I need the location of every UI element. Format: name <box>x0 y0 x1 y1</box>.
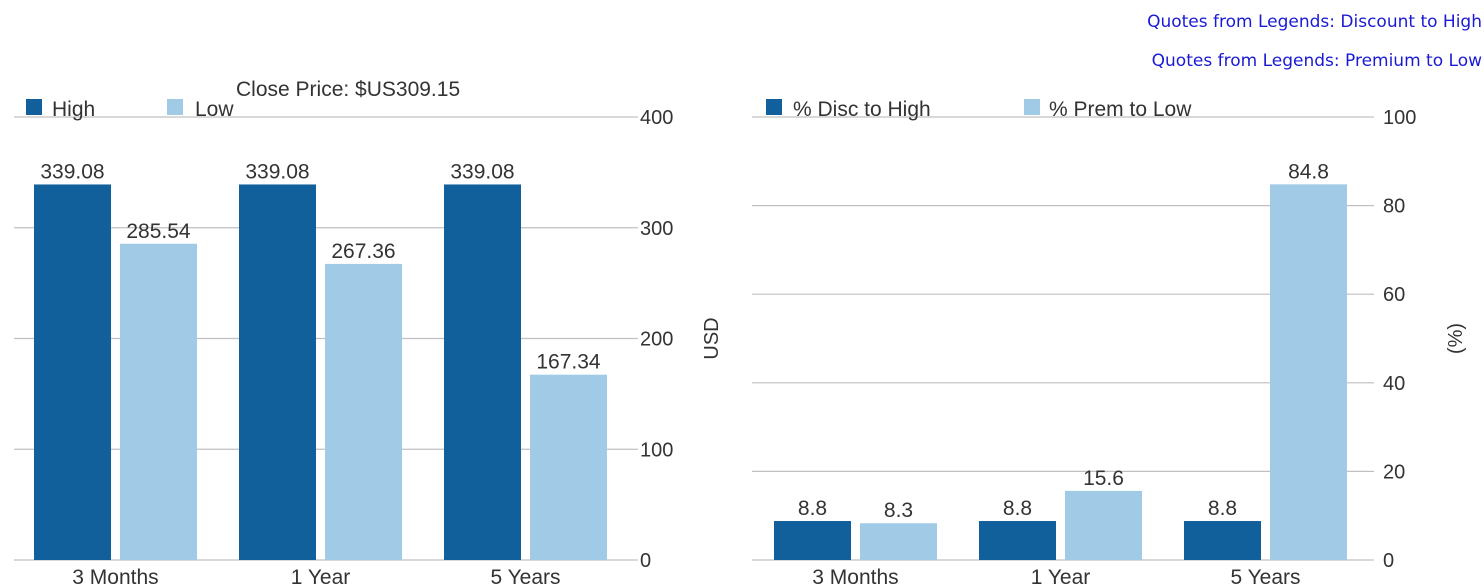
data-label: 339.08 <box>450 160 514 183</box>
bar-second-series <box>1065 490 1142 560</box>
bar-second-series <box>120 243 197 560</box>
data-label: 339.08 <box>245 160 309 183</box>
legend-swatch <box>167 99 183 115</box>
x-tick-label: 1 Year <box>1031 566 1091 587</box>
data-label: 267.36 <box>331 240 395 263</box>
x-tick-label: 3 Months <box>812 566 898 587</box>
x-tick-label: 5 Years <box>1230 566 1300 587</box>
x-tick-label: 3 Months <box>72 566 158 587</box>
x-tick-label: 1 Year <box>291 566 351 587</box>
data-label: 84.8 <box>1288 160 1329 183</box>
y-tick-label: 100 <box>1383 107 1416 129</box>
x-tick-label: 5 Years <box>490 566 560 587</box>
chart-title: Close Price: $US309.15 <box>236 78 460 101</box>
y-axis-label: (%) <box>1445 323 1467 354</box>
data-label: 8.3 <box>884 499 913 522</box>
bar-second-series <box>860 523 937 560</box>
bar-second-series <box>1270 184 1347 560</box>
y-tick-label: 20 <box>1383 461 1405 483</box>
legend-label: Low <box>195 98 234 121</box>
legend-swatch <box>1024 99 1040 115</box>
data-label: 8.8 <box>1003 497 1032 520</box>
bar-first-series <box>979 521 1056 560</box>
y-tick-label: 0 <box>1383 550 1394 572</box>
y-tick-label: 80 <box>1383 196 1405 218</box>
bar-first-series <box>34 184 111 560</box>
y-tick-label: 100 <box>640 439 673 461</box>
bar-first-series <box>444 184 521 560</box>
legend-label: High <box>52 98 95 121</box>
data-label: 15.6 <box>1083 467 1124 490</box>
legend-swatch <box>766 99 782 115</box>
data-label: 8.8 <box>1208 497 1237 520</box>
bar-second-series <box>325 263 402 560</box>
data-label: 8.8 <box>798 497 827 520</box>
y-tick-label: 60 <box>1383 284 1405 306</box>
data-label: 339.08 <box>40 160 104 183</box>
bar-second-series <box>530 374 607 560</box>
y-tick-label: 400 <box>640 107 673 129</box>
legend-label: % Prem to Low <box>1049 98 1192 121</box>
y-tick-label: 40 <box>1383 373 1405 395</box>
y-tick-label: 0 <box>640 550 651 572</box>
legend-swatch <box>26 99 42 115</box>
bar-first-series <box>774 521 851 560</box>
y-tick-label: 200 <box>640 329 673 351</box>
y-axis-label: USD <box>701 317 723 359</box>
bar-first-series <box>239 184 316 560</box>
data-label: 167.34 <box>536 351 601 374</box>
premium-to-low-link[interactable]: Quotes from Legends: Premium to Low <box>1151 51 1482 71</box>
bar-first-series <box>1184 521 1261 560</box>
legend-label: % Disc to High <box>793 98 931 121</box>
y-tick-label: 300 <box>640 218 673 240</box>
data-label: 285.54 <box>126 220 191 243</box>
discount-to-high-link[interactable]: Quotes from Legends: Discount to High <box>1147 12 1482 32</box>
